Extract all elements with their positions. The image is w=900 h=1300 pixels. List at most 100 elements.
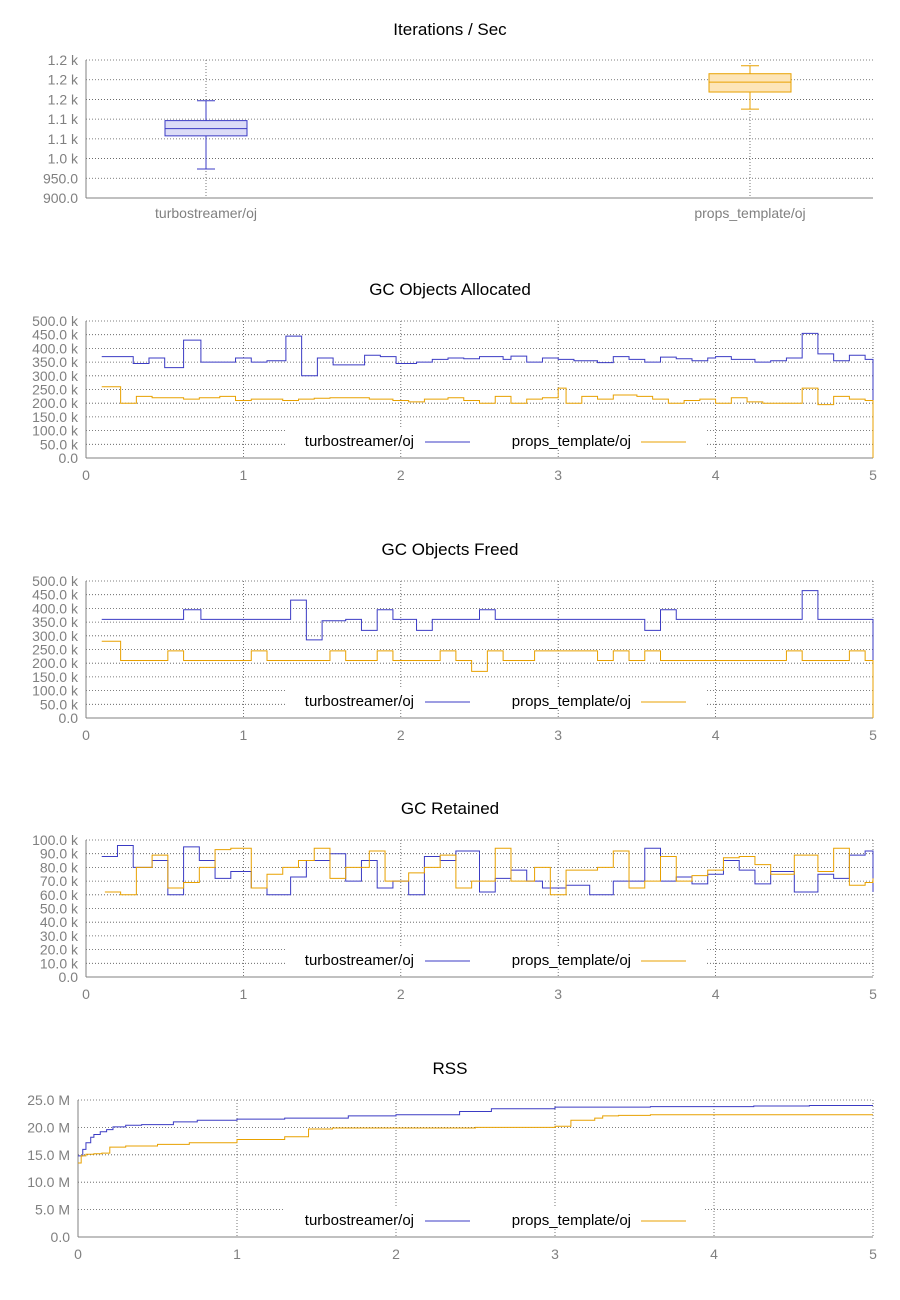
y-tick-label: 1.2 k [48,91,79,107]
x-tick-label: 3 [554,467,562,483]
y-tick-label: 10.0 k [40,955,79,971]
y-tick-label: 950.0 [43,170,78,186]
x-tick-label: 0 [82,986,90,1002]
x-tick-label: 0 [74,1246,82,1262]
series-line-props-template [101,640,874,718]
gc-retained-plot: 0.010.0 k20.0 k30.0 k40.0 k50.0 k60.0 k7… [32,832,877,1002]
legend-label: turbostreamer/oj [305,1212,414,1229]
y-tick-label: 350.0 k [32,354,79,370]
x-tick-label: 1 [233,1246,241,1262]
y-tick-label: 5.0 M [35,1202,70,1218]
y-tick-label: 300.0 k [32,628,79,644]
chart-gc-freed: GC Objects Freed 0.0 50.0 k 100.0 k 150.0 k… [0,540,900,760]
y-tick-label: 0.0 [51,1229,71,1245]
chart-title: GC Objects Freed [381,540,519,559]
series-line-props-template [101,386,874,458]
y-tick-label: 250.0 k [32,642,79,658]
x-category-label: turbostreamer/oj [155,205,257,221]
legend-label: props_template/oj [512,1212,631,1229]
y-tick-label: 70.0 k [40,873,79,889]
x-tick-label: 4 [712,467,720,483]
y-tick-label: 300.0 k [32,368,79,384]
box-iqr [708,73,792,93]
series-line-turbostreamer [101,844,874,896]
y-tick-label: 450.0 k [32,587,79,603]
y-tick-label: 0.0 [59,710,79,726]
y-tick-label: 100.0 k [32,423,79,439]
y-tick-label: 80.0 k [40,859,79,875]
x-tick-label: 1 [240,986,248,1002]
legend-label: turbostreamer/oj [305,693,414,710]
chart-title: Iterations / Sec [393,20,507,39]
y-tick-label: 200.0 k [32,655,79,671]
y-tick-label: 15.0 M [27,1147,70,1163]
x-tick-label: 1 [240,727,248,743]
x-tick-label: 4 [712,727,720,743]
x-category-label: props_template/oj [694,205,805,221]
y-tick-label: 900.0 [43,190,78,206]
y-tick-label: 30.0 k [40,928,79,944]
legend-background [285,947,705,969]
y-tick-label: 50.0 k [40,696,79,712]
x-tick-label: 0 [82,727,90,743]
y-tick-label: 50.0 k [40,436,79,452]
legend-label: turbostreamer/oj [305,952,414,969]
y-tick-label: 90.0 k [40,846,79,862]
chart-gc-allocated: GC Objects Allocated 0.0 50.0 k 100.0 k 150… [0,280,900,500]
series-line-turbostreamer [78,1104,873,1157]
chart-title: RSS [432,1059,468,1078]
y-tick-label: 50.0 k [40,901,79,917]
x-tick-label: 2 [397,986,405,1002]
x-tick-label: 2 [397,727,405,743]
legend-background [285,428,705,450]
x-tick-label: 3 [551,1246,559,1262]
legend-label: props_template/oj [512,952,631,969]
series-line-props-template [78,1114,873,1164]
y-tick-label: 25.0 M [27,1092,70,1108]
x-tick-label: 4 [712,986,720,1002]
chart-title: GC Retained [400,799,500,818]
y-tick-label: 60.0 k [40,887,79,903]
rss-plot: 0.0 5.0 M 10.0 M 15.0 M 20.0 M 25.0 M 0 1 2 3 4 5 tu… [27,1092,877,1262]
y-tick-label: 20.0 M [27,1119,70,1135]
y-tick-label: 100.0 k [32,683,79,699]
chart-rss: RSS 0.0 5.0 M 10.0 M 15.0 M 20.0 M 25.0 M 0 1 2 3… [0,1059,900,1279]
y-tick-label: 20.0 k [40,942,79,958]
y-tick-label: 150.0 k [32,409,79,425]
y-tick-label: 1.1 k [48,131,79,147]
x-tick-label: 2 [392,1246,400,1262]
y-tick-label: 10.0 M [27,1174,70,1190]
y-tick-label: 250.0 k [32,382,79,398]
x-tick-label: 0 [82,467,90,483]
y-tick-label: 1.2 k [48,52,79,68]
y-tick-label: 500.0 k [32,573,79,589]
series-line-props-template [104,847,874,896]
y-tick-label: 40.0 k [40,914,79,930]
iterations-plot: 900.0 950.0 1.0 k 1.1 k 1.1 k 1.2 k 1.2 k 1.2 k… [43,52,873,221]
chart-title: GC Objects Allocated [369,280,531,299]
y-tick-label: 0.0 [59,450,79,466]
y-tick-label: 450.0 k [32,327,79,343]
x-tick-label: 5 [869,986,877,1002]
x-tick-label: 5 [869,727,877,743]
chart-iterations: Iterations / Sec 900.0 950.0 1.0 k 1.1 k 1.1… [0,20,900,240]
series-line-turbostreamer [101,590,874,718]
legend-label: props_template/oj [512,433,631,450]
legend-background [285,688,705,710]
y-tick-label: 200.0 k [32,395,79,411]
y-tick-label: 400.0 k [32,340,79,356]
y-tick-label: 1.0 k [48,151,79,167]
y-tick-label: 1.2 k [48,72,79,88]
y-tick-label: 0.0 [59,969,79,985]
x-tick-label: 4 [710,1246,718,1262]
y-tick-label: 150.0 k [32,669,79,685]
x-tick-label: 2 [397,467,405,483]
y-tick-label: 100.0 k [32,832,79,848]
x-tick-label: 3 [554,986,562,1002]
legend-label: turbostreamer/oj [305,433,414,450]
x-tick-label: 5 [869,1246,877,1262]
y-tick-label: 1.1 k [48,111,79,127]
